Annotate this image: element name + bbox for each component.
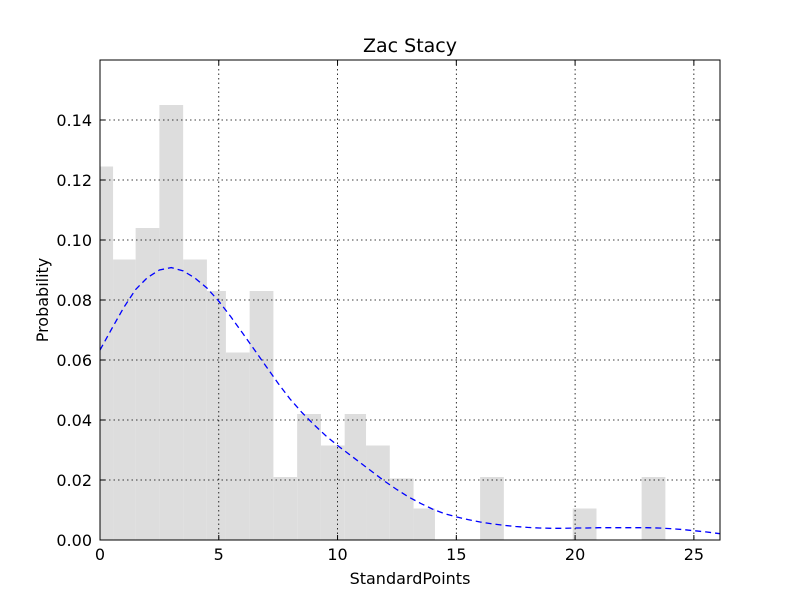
- chart-title: Zac Stacy: [363, 35, 457, 57]
- histogram-bar: [206, 291, 226, 540]
- histogram-bar: [413, 508, 435, 540]
- grid-lines: [100, 60, 720, 540]
- histogram-bar: [159, 105, 184, 540]
- histogram-bar: [480, 477, 504, 540]
- histogram-bars: [100, 105, 666, 540]
- histogram-bar: [249, 291, 274, 540]
- histogram-bar: [113, 259, 136, 540]
- y-axis-label: Probability: [33, 258, 52, 343]
- y-tick-label: 0.06: [56, 351, 92, 370]
- axis-ticks: 0 5 10 15 20 25 0.00 0.02 0.04 0.06 0.08 0.10 0.12 0.…: [56, 60, 720, 564]
- histogram-bar: [344, 414, 367, 540]
- y-tick-label: 0.12: [56, 171, 92, 190]
- histogram-bar: [225, 352, 250, 540]
- histogram-bar: [297, 414, 321, 540]
- histogram-bar: [641, 477, 666, 540]
- y-tick-label: 0.08: [56, 291, 92, 310]
- x-tick-label: 10: [327, 545, 347, 564]
- histogram-bar: [320, 445, 345, 540]
- x-axis-label: StandardPoints: [350, 569, 471, 588]
- x-tick-label: 25: [684, 545, 704, 564]
- histogram-bar: [273, 477, 298, 540]
- histogram-bar: [135, 228, 160, 540]
- histogram-bar: [100, 166, 114, 540]
- y-tick-label: 0.10: [56, 231, 92, 250]
- y-tick-label: 0.00: [56, 531, 92, 550]
- y-tick-label: 0.14: [56, 111, 92, 130]
- x-tick-label: 15: [446, 545, 466, 564]
- x-tick-label: 20: [565, 545, 585, 564]
- histogram-bar: [572, 508, 597, 540]
- x-tick-label: 5: [214, 545, 224, 564]
- histogram-bar: [183, 259, 207, 540]
- y-tick-label: 0.02: [56, 471, 92, 490]
- histogram-bar: [366, 445, 390, 540]
- x-tick-label: 0: [95, 545, 105, 564]
- histogram-bar: [389, 478, 414, 540]
- y-tick-label: 0.04: [56, 411, 92, 430]
